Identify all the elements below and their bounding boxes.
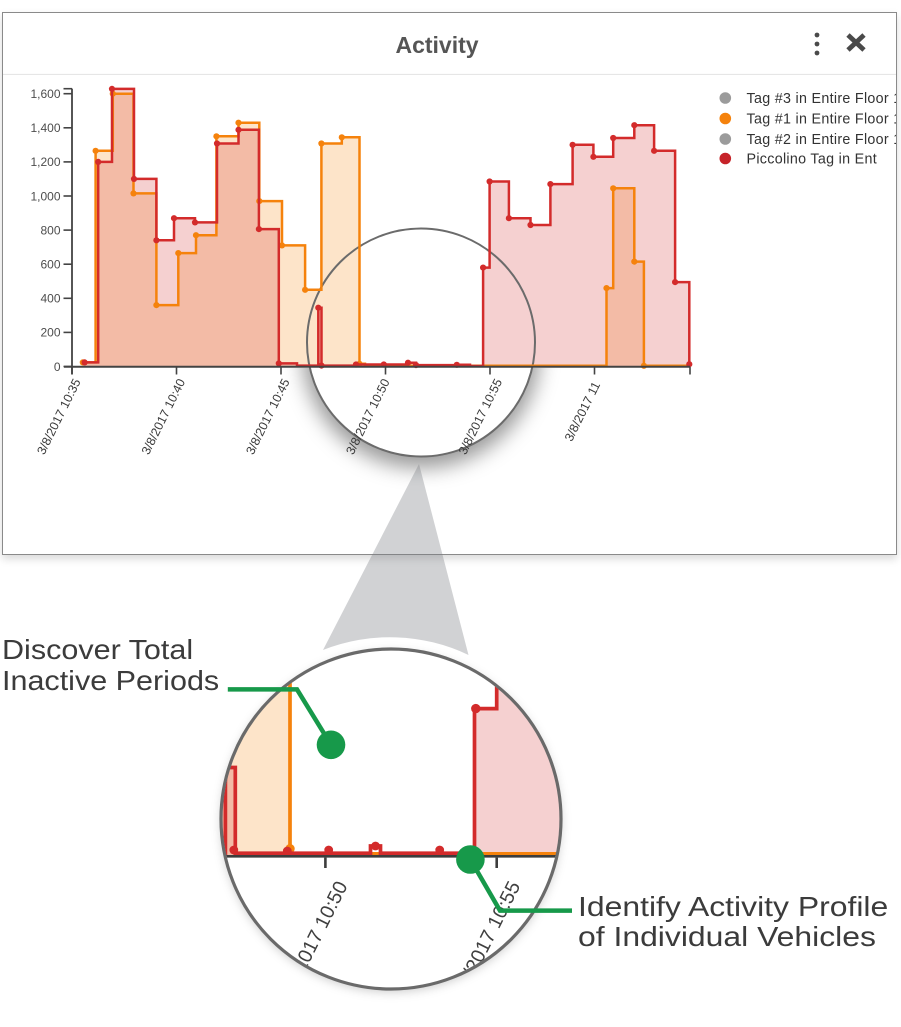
svg-text:200: 200 bbox=[40, 326, 60, 340]
svg-text:800: 800 bbox=[40, 223, 60, 237]
svg-text:Activity: Activity bbox=[395, 32, 478, 58]
svg-text:3/8/2017 11: 3/8/2017 11 bbox=[562, 380, 603, 444]
svg-text:1,000: 1,000 bbox=[30, 189, 60, 203]
svg-text:400: 400 bbox=[40, 292, 60, 306]
svg-text:1,600: 1,600 bbox=[30, 87, 60, 101]
svg-text:Tag #1 in Entire Floor 1: Tag #1 in Entire Floor 1 bbox=[747, 112, 898, 128]
svg-text:1,200: 1,200 bbox=[30, 155, 60, 169]
svg-text:0: 0 bbox=[54, 360, 61, 374]
svg-text:Tag #2 in Entire Floor 1: Tag #2 in Entire Floor 1 bbox=[747, 132, 898, 148]
svg-text:Tag #3 in Entire Floor 1: Tag #3 in Entire Floor 1 bbox=[747, 91, 898, 107]
svg-text:1,400: 1,400 bbox=[30, 121, 60, 135]
svg-text:600: 600 bbox=[40, 258, 60, 272]
svg-text:Piccolino Tag in Ent: Piccolino Tag in Ent bbox=[747, 152, 878, 168]
